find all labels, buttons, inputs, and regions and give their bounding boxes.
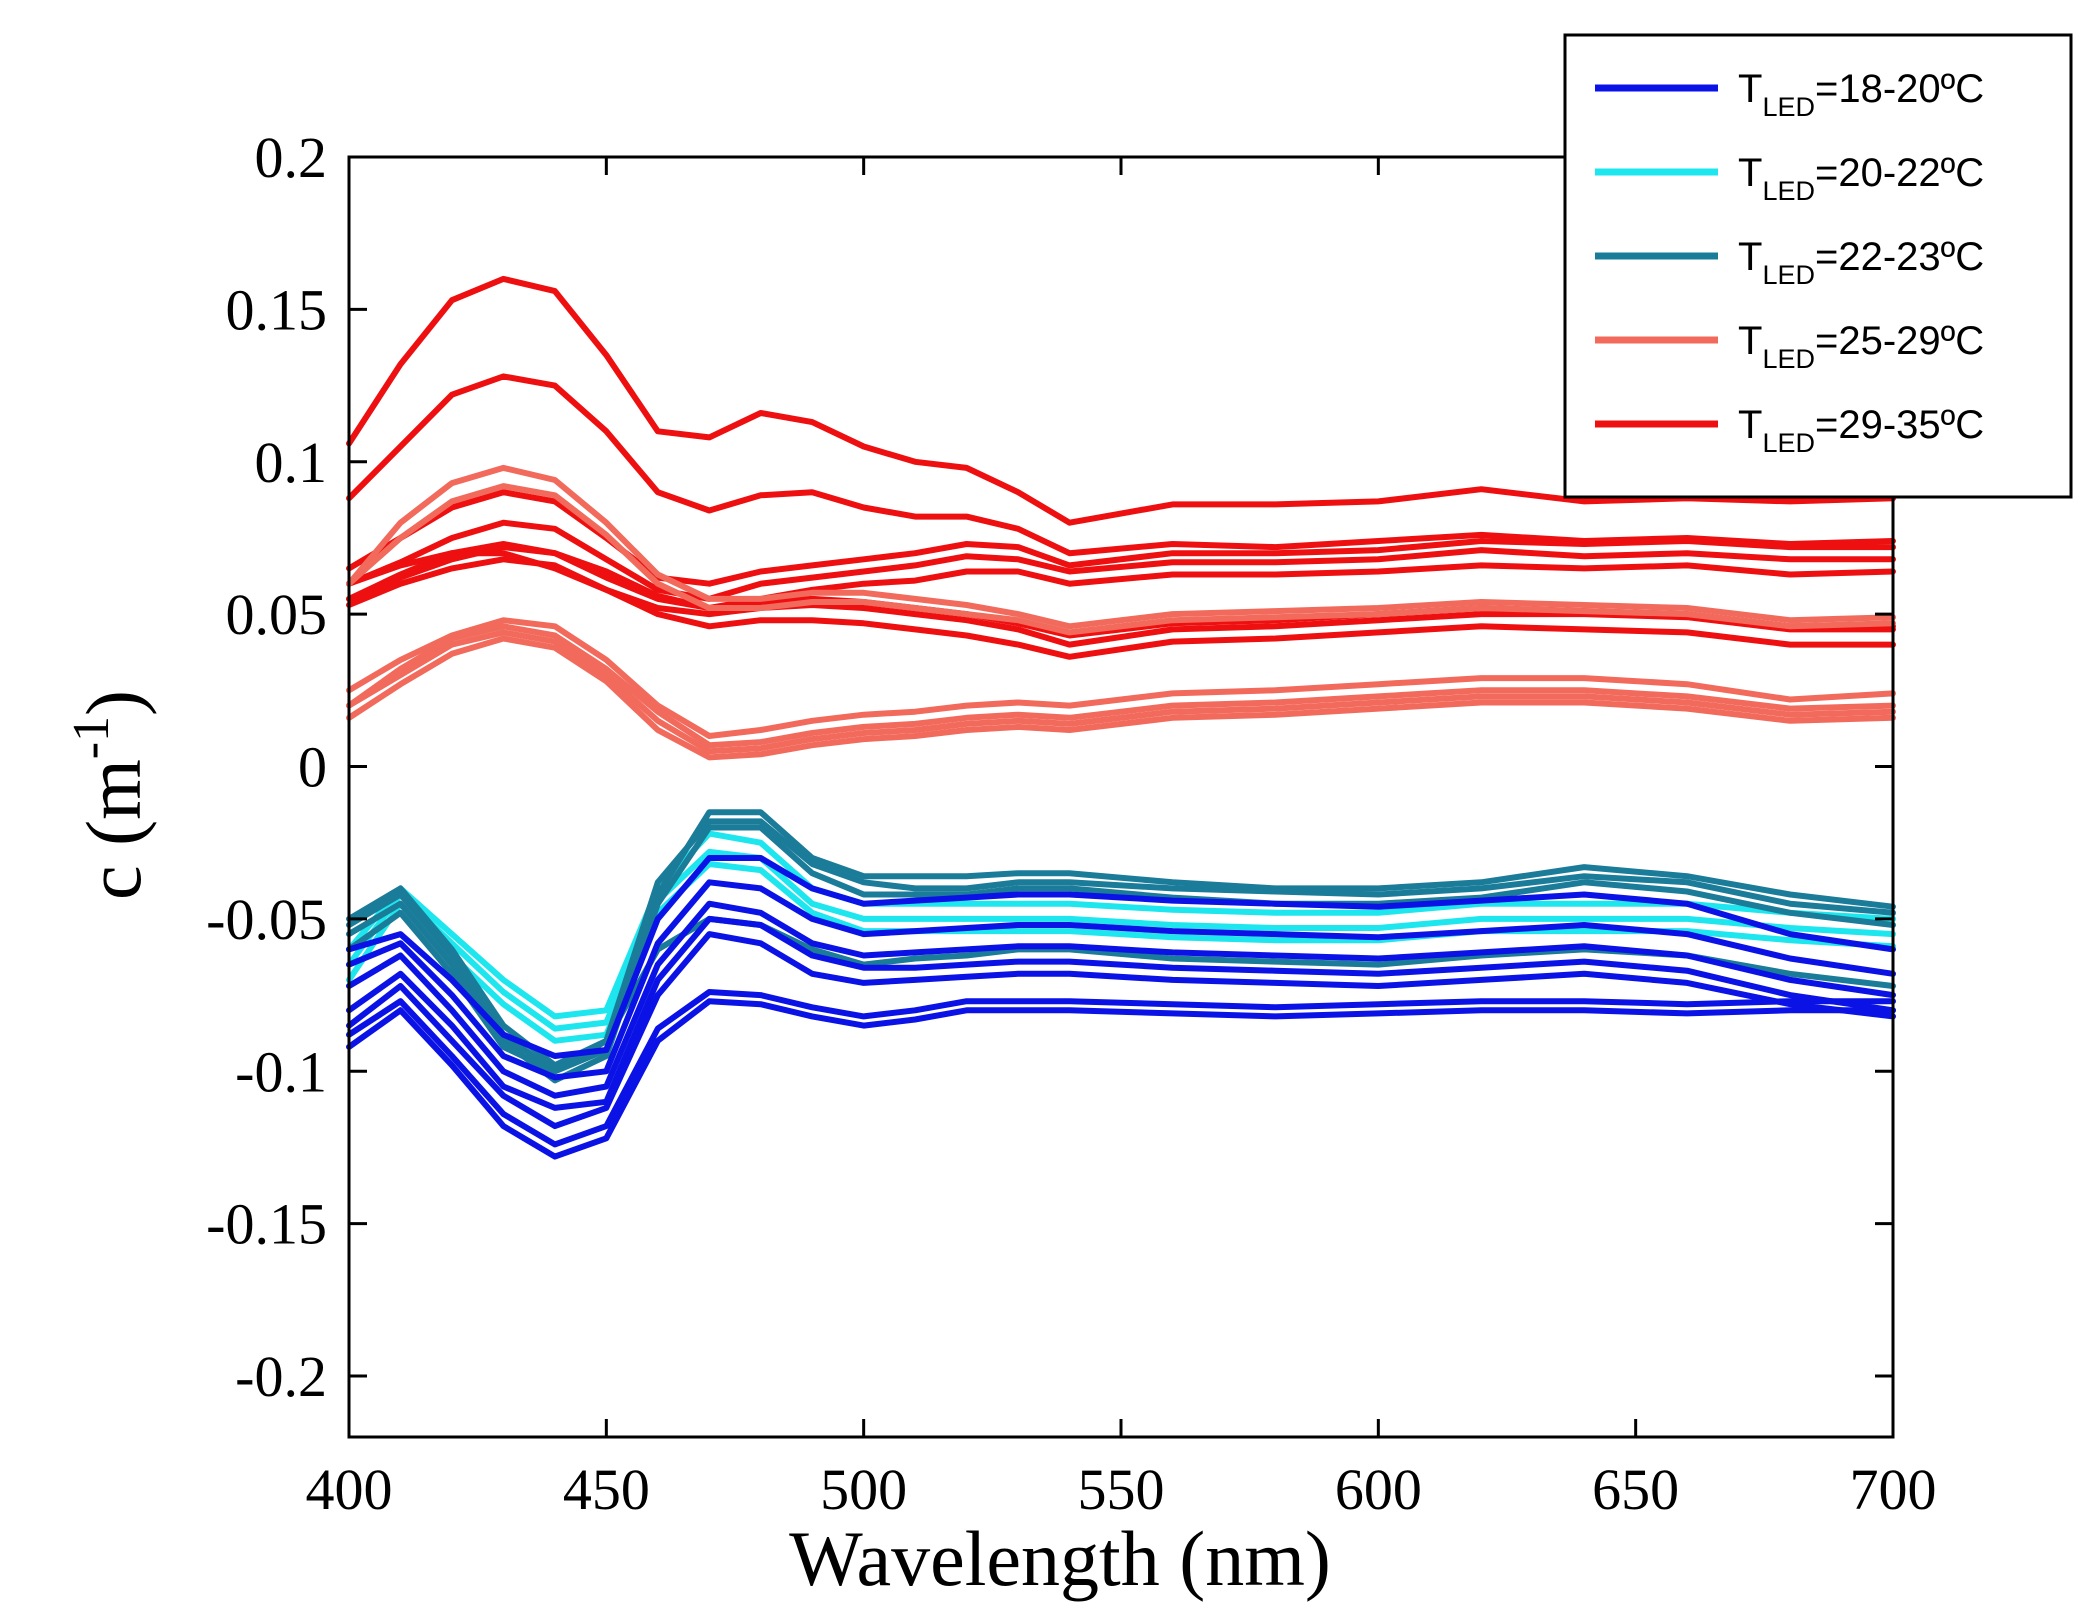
series-line-12 [346, 623, 1896, 749]
legend-label-sub: LED [1762, 428, 1815, 458]
series-line-15 [346, 830, 1896, 1020]
series-line-26 [346, 931, 1896, 1130]
series-line-13 [346, 629, 1896, 755]
y-tick-label: 0.1 [255, 430, 328, 495]
legend-label-sub: LED [1762, 260, 1815, 290]
legend-box [1563, 33, 2073, 499]
x-tick-label: 500 [820, 1457, 907, 1522]
legend-label-main: T [1738, 403, 1762, 447]
ticks-layer: 400 450 500 550 600 650 700 0.2 0.15 0.1 0.05 0 -0.0… [206, 125, 1936, 1522]
x-tick-label: 550 [1078, 1457, 1165, 1522]
series-line-28 [346, 989, 1896, 1148]
series-line-3 [346, 489, 1896, 587]
x-tick-label: 700 [1850, 1457, 1937, 1522]
legend: TLED=18-20ºCTLED=20-22ºCTLED=22-23ºCTLED… [1563, 33, 2073, 499]
y-axis-title-close: ) [70, 690, 157, 716]
y-tick-label: -0.1 [235, 1039, 327, 1104]
legend-label-rest: =20-22ºC [1815, 151, 1984, 195]
legend-label-sub: LED [1762, 344, 1815, 374]
legend-label-1: TLED=18-20ºC [1738, 67, 1984, 122]
y-tick-label: 0 [298, 735, 327, 800]
legend-label-4: TLED=25-29ºC [1738, 319, 1984, 374]
legend-label-sub: LED [1762, 176, 1815, 206]
legend-label-rest: =18-20ºC [1815, 67, 1984, 111]
series-line-1 [346, 275, 1896, 526]
series-layer [346, 275, 1896, 1160]
y-tick-label: -0.2 [235, 1344, 327, 1409]
legend-label-sub: LED [1762, 92, 1815, 122]
series-line-11 [346, 617, 1896, 739]
y-tick-label: 0.15 [226, 277, 328, 342]
legend-label-rest: =22-23ºC [1815, 235, 1984, 279]
y-axis-title-sup: -1 [63, 716, 120, 759]
series-line-27 [346, 998, 1896, 1160]
legend-label-main: T [1738, 67, 1762, 111]
legend-label-2: TLED=20-22ºC [1738, 151, 1984, 206]
x-axis-title: Wavelength (nm) [789, 1515, 1331, 1602]
series-line-8 [346, 556, 1896, 660]
x-tick-label: 650 [1592, 1457, 1679, 1522]
series-line-19 [346, 809, 1896, 1075]
series-line-9 [346, 464, 1896, 630]
legend-label-3: TLED=22-23ºC [1738, 235, 1984, 290]
legend-label-rest: =25-29ºC [1815, 319, 1984, 363]
x-tick-label: 450 [563, 1457, 650, 1522]
series-line-22 [346, 855, 1896, 1059]
legend-label-5: TLED=29-35ºC [1738, 403, 1984, 458]
legend-label-main: T [1738, 151, 1762, 195]
series-line-24 [346, 900, 1896, 1099]
y-tick-label: -0.15 [206, 1192, 327, 1257]
series-line-2 [346, 373, 1896, 557]
y-tick-label: 0.2 [255, 125, 328, 190]
x-tick-label: 600 [1335, 1457, 1422, 1522]
series-line-23 [346, 879, 1896, 1081]
legend-label-main: T [1738, 235, 1762, 279]
series-line-4 [346, 519, 1896, 602]
series-line-18 [346, 818, 1896, 1069]
series-line-14 [346, 635, 1896, 761]
y-axis-title: c (m-1) [63, 690, 157, 900]
y-tick-label: 0.05 [226, 582, 328, 647]
series-line-16 [346, 848, 1896, 1032]
legend-label-rest: =29-35ºC [1815, 403, 1984, 447]
series-line-10 [346, 483, 1896, 636]
legend-label-main: T [1738, 319, 1762, 363]
x-tick-label: 400 [306, 1457, 393, 1522]
series-line-21 [346, 909, 1896, 1075]
series-line-25 [346, 915, 1896, 1111]
y-tick-label: -0.05 [206, 887, 327, 952]
y-axis-title-base: c (m [70, 759, 157, 900]
